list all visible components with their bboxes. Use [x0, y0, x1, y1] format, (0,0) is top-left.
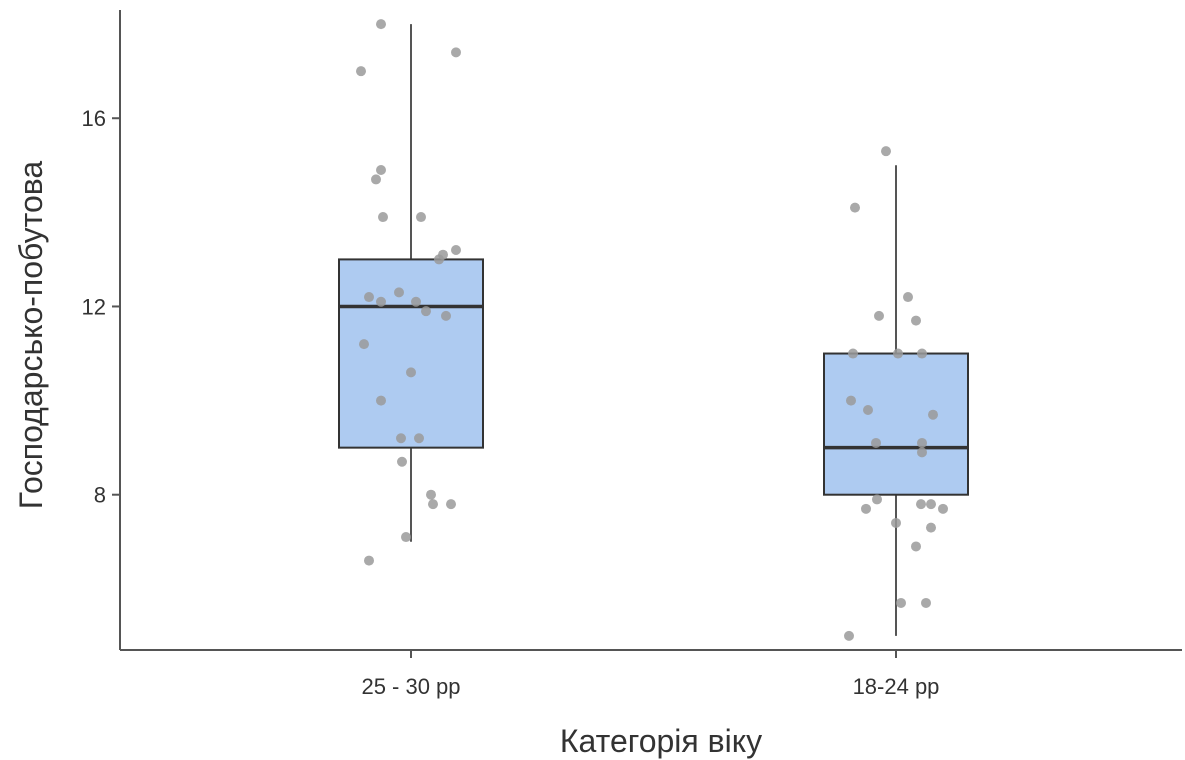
data-point — [394, 287, 404, 298]
data-point — [406, 367, 416, 378]
data-point — [451, 47, 461, 58]
data-point — [871, 437, 881, 448]
data-point — [917, 348, 927, 359]
y-tick-label: 16 — [82, 106, 106, 131]
data-point — [863, 405, 873, 415]
box-iqr — [823, 352, 969, 496]
plot-area — [338, 19, 969, 641]
data-point — [921, 597, 931, 608]
axis-ticks: 8 12 16 25 - 30 pp 18-24 pp — [82, 106, 940, 699]
data-point — [916, 499, 926, 510]
data-point — [850, 202, 860, 213]
data-point — [861, 503, 871, 514]
data-point — [917, 447, 927, 458]
data-point — [376, 165, 386, 175]
y-tick-label: 12 — [82, 294, 106, 319]
x-tick-label: 25 - 30 pp — [361, 674, 460, 699]
data-point — [872, 494, 882, 505]
data-point — [891, 517, 901, 528]
data-point — [938, 503, 948, 514]
data-point — [426, 489, 436, 500]
data-point — [911, 541, 921, 552]
data-point — [451, 245, 461, 255]
data-point — [364, 292, 374, 303]
x-axis-title: Категорія віку — [560, 723, 762, 759]
data-point — [401, 532, 411, 543]
data-point — [844, 630, 854, 641]
box-iqr — [338, 258, 484, 449]
data-point — [396, 433, 406, 444]
data-point — [416, 212, 426, 223]
data-point — [903, 292, 913, 303]
box-group — [338, 19, 484, 566]
data-point — [397, 456, 407, 467]
x-tick-label: 18-24 pp — [853, 674, 940, 699]
data-point — [414, 433, 424, 444]
data-point — [926, 522, 936, 533]
data-point — [874, 310, 884, 321]
data-point — [893, 348, 903, 359]
data-point — [928, 409, 938, 420]
data-point — [848, 348, 858, 359]
data-point — [917, 437, 927, 448]
data-point — [376, 19, 386, 30]
data-point — [364, 555, 374, 566]
data-point — [446, 499, 456, 510]
data-point — [376, 296, 386, 307]
data-point — [359, 339, 369, 350]
data-point — [376, 395, 386, 406]
data-point — [846, 395, 856, 406]
data-point — [896, 597, 906, 608]
data-point — [411, 296, 421, 307]
data-point — [911, 315, 921, 326]
box-group — [823, 146, 969, 641]
y-tick-label: 8 — [94, 483, 106, 508]
data-point — [926, 499, 936, 510]
y-axis-title: Господарсько-побутова — [13, 161, 49, 510]
data-point — [371, 174, 381, 185]
data-point — [434, 254, 444, 265]
data-point — [428, 499, 438, 510]
data-point — [378, 212, 388, 223]
data-point — [881, 146, 891, 157]
data-point — [441, 310, 451, 321]
data-point — [421, 306, 431, 317]
data-point — [356, 66, 366, 77]
